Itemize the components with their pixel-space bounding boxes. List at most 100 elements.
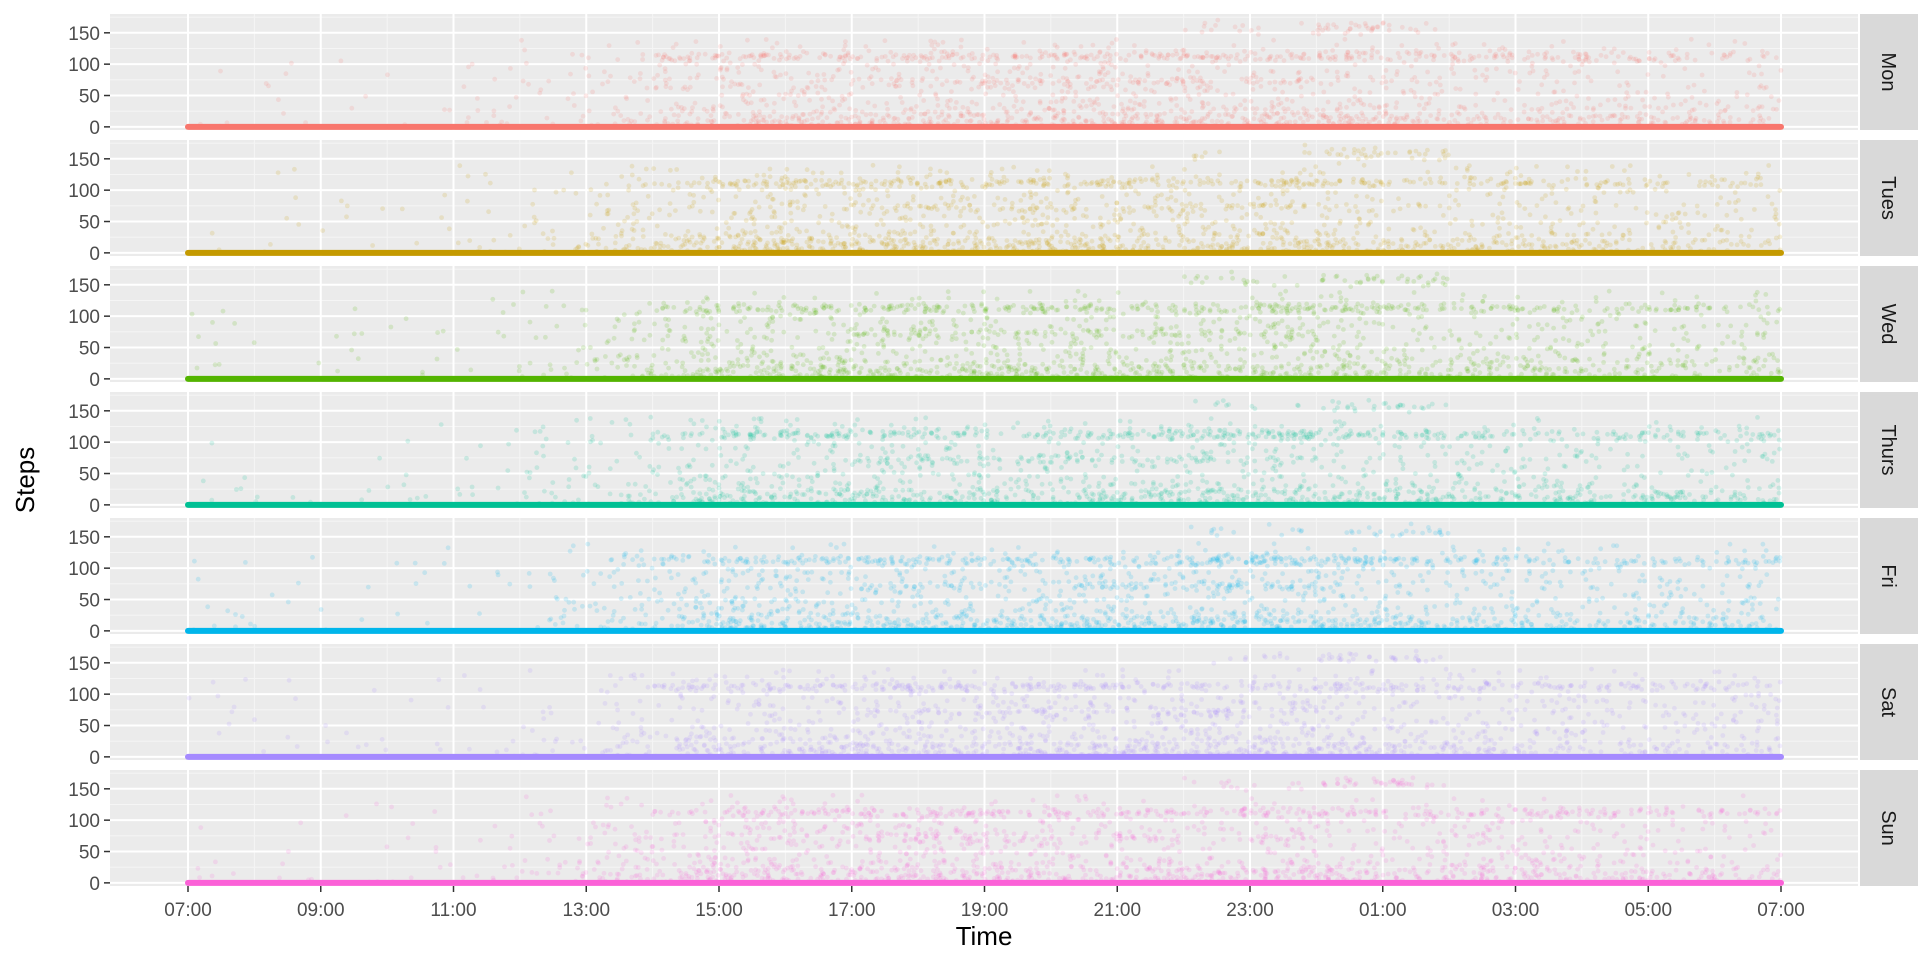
data-point (1718, 195, 1723, 200)
data-point (1038, 177, 1043, 182)
data-point (528, 320, 533, 325)
data-point (905, 55, 910, 60)
data-point (1173, 48, 1178, 53)
data-point (1583, 177, 1588, 182)
data-point (1647, 56, 1652, 61)
data-point (1015, 109, 1020, 114)
data-point (666, 347, 671, 352)
data-point (757, 354, 762, 359)
data-point (1283, 344, 1288, 349)
data-point (1341, 244, 1346, 249)
data-point (663, 66, 668, 71)
data-point (1353, 23, 1358, 28)
data-point (551, 242, 556, 247)
data-point (830, 99, 835, 104)
data-point (1777, 188, 1782, 193)
data-point (569, 170, 574, 175)
data-point (1211, 302, 1216, 307)
data-point (1458, 87, 1463, 92)
data-point (997, 102, 1002, 107)
data-point (1594, 295, 1599, 300)
data-point (1233, 366, 1238, 371)
data-point (1713, 227, 1718, 232)
data-point (694, 62, 699, 67)
data-point (1033, 85, 1038, 90)
data-point (1235, 233, 1240, 238)
data-point (764, 184, 769, 189)
data-point (574, 191, 579, 196)
data-point (1394, 100, 1399, 105)
data-point (583, 66, 588, 71)
data-point (849, 358, 854, 363)
data-point (1380, 81, 1385, 86)
data-point (1321, 171, 1326, 176)
data-point (1105, 82, 1110, 87)
data-point (292, 167, 297, 172)
data-point (320, 228, 325, 233)
data-point (1540, 327, 1545, 332)
data-point (1455, 237, 1460, 242)
data-point (951, 318, 956, 323)
data-point (1208, 85, 1213, 90)
data-point (1423, 152, 1428, 157)
data-point (1132, 244, 1137, 249)
data-point (700, 238, 705, 243)
data-point (813, 178, 818, 183)
data-point (1414, 58, 1419, 63)
data-point (1355, 209, 1360, 214)
data-point (843, 39, 848, 44)
data-point (1280, 170, 1285, 175)
data-point (1644, 183, 1649, 188)
data-point (522, 224, 527, 229)
data-point (1735, 242, 1740, 247)
data-point (1372, 150, 1377, 155)
data-point (1219, 244, 1224, 249)
data-point (1347, 98, 1352, 103)
data-point (1394, 105, 1399, 110)
data-point (819, 97, 824, 102)
data-point (1311, 77, 1316, 82)
data-point (989, 351, 994, 356)
data-point (1550, 56, 1555, 61)
data-point (1540, 114, 1545, 119)
data-point (1123, 88, 1128, 93)
data-point (1298, 55, 1303, 60)
data-point (1143, 112, 1148, 117)
data-point (644, 167, 649, 172)
data-point (1766, 163, 1771, 168)
data-point (931, 205, 936, 210)
data-point (923, 245, 928, 250)
data-point (1407, 312, 1412, 317)
data-point (756, 58, 761, 63)
data-point (1311, 92, 1316, 97)
data-point (1268, 203, 1273, 208)
data-point (1388, 58, 1393, 63)
data-point (1457, 112, 1462, 117)
data-point (1450, 42, 1455, 47)
data-point (910, 80, 915, 85)
data-point (963, 238, 968, 243)
data-point (1188, 75, 1193, 80)
data-point (1155, 315, 1160, 320)
data-point (1676, 245, 1681, 250)
data-point (911, 198, 916, 203)
data-point (1354, 241, 1359, 246)
data-point (587, 109, 592, 114)
data-point (1501, 354, 1506, 359)
data-point (1472, 315, 1477, 320)
data-point (1642, 104, 1647, 109)
data-point (1217, 150, 1222, 155)
data-point (1256, 196, 1261, 201)
data-point (1169, 189, 1174, 194)
data-point (622, 219, 627, 224)
data-point (1413, 94, 1418, 99)
data-point (1739, 234, 1744, 239)
data-point (691, 354, 696, 359)
data-point (1005, 119, 1010, 124)
data-point (1050, 340, 1055, 345)
data-point (1674, 216, 1679, 221)
data-point (1480, 222, 1485, 227)
data-point (296, 222, 301, 227)
data-point (1381, 75, 1386, 80)
